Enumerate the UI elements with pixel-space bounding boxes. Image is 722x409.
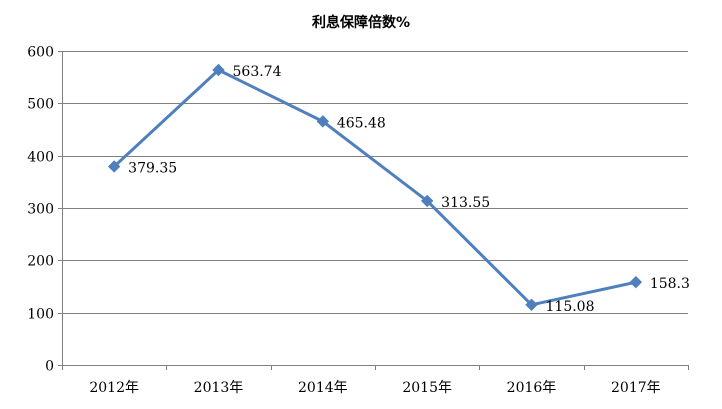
series-line-path: [112, 68, 638, 307]
y-tick-label: 500: [27, 97, 54, 113]
data-point-marker: [420, 194, 434, 208]
x-tick-label: 2015年: [402, 380, 452, 396]
data-point-marker: [212, 63, 225, 77]
x-axis-ticks: 2012年 2013年 2014年 2015年 2016年 2017年: [89, 380, 660, 396]
y-tick-label: 200: [27, 254, 54, 270]
x-tick-label: 2012年: [89, 380, 139, 396]
series-markers: [107, 63, 643, 311]
axes: [58, 51, 689, 370]
x-tick-label: 2013年: [194, 380, 244, 396]
y-tick-label: 400: [27, 150, 54, 166]
data-point-marker: [629, 275, 643, 289]
grid-lines: [62, 51, 688, 314]
data-point-marker: [316, 115, 330, 128]
data-label: 563.74: [233, 64, 282, 80]
data-label: 313.55: [441, 195, 490, 211]
data-point-marker: [525, 298, 538, 311]
y-tick-label: 0: [45, 359, 54, 375]
x-tick-label: 2016年: [507, 380, 557, 396]
data-label: 115.08: [546, 299, 595, 315]
y-tick-label: 100: [27, 307, 54, 323]
x-tick-label: 2014年: [298, 380, 348, 396]
data-label: 465.48: [337, 115, 386, 131]
data-label: 158.3: [650, 276, 690, 292]
chart-title: 利息保障倍数%: [312, 14, 410, 31]
x-tick-label: 2017年: [611, 380, 661, 396]
data-label: 379.35: [128, 160, 177, 176]
y-axis-ticks: 0 100 200 300 400 500 600: [27, 45, 54, 375]
data-labels: 379.35 563.74 465.48 313.55 115.08 158.3: [128, 64, 690, 315]
series-line: [112, 68, 638, 307]
y-tick-label: 300: [27, 202, 54, 218]
y-tick-label: 600: [27, 45, 54, 61]
data-point-marker: [107, 160, 121, 173]
